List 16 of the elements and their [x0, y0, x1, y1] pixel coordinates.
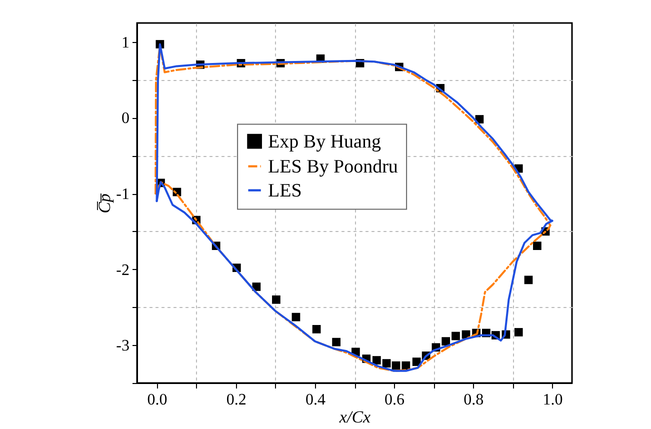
x-tick-label: 0.4: [305, 392, 326, 408]
y-tick-label: 0: [122, 110, 130, 128]
legend-label: Exp By Huang: [268, 131, 382, 152]
x-tick-label: 0.2: [226, 392, 246, 408]
legend-label: LES By Poondru: [268, 156, 398, 178]
y-tick-label: -2: [116, 262, 130, 279]
y-tick-label: -1: [116, 186, 130, 204]
x-tick-label: 1.0: [542, 392, 563, 408]
y-tick-label: 1: [122, 34, 130, 52]
y-axis-title: C̅p̅: [95, 192, 114, 214]
x-tick-label: 0.8: [464, 392, 484, 408]
x-axis-title: x/Cx: [338, 408, 372, 426]
legend-label: LES: [268, 180, 302, 202]
x-tick-label: 0.6: [384, 392, 405, 408]
y-tick-label: -3: [116, 338, 130, 355]
x-tick-label: 0.0: [147, 392, 168, 408]
